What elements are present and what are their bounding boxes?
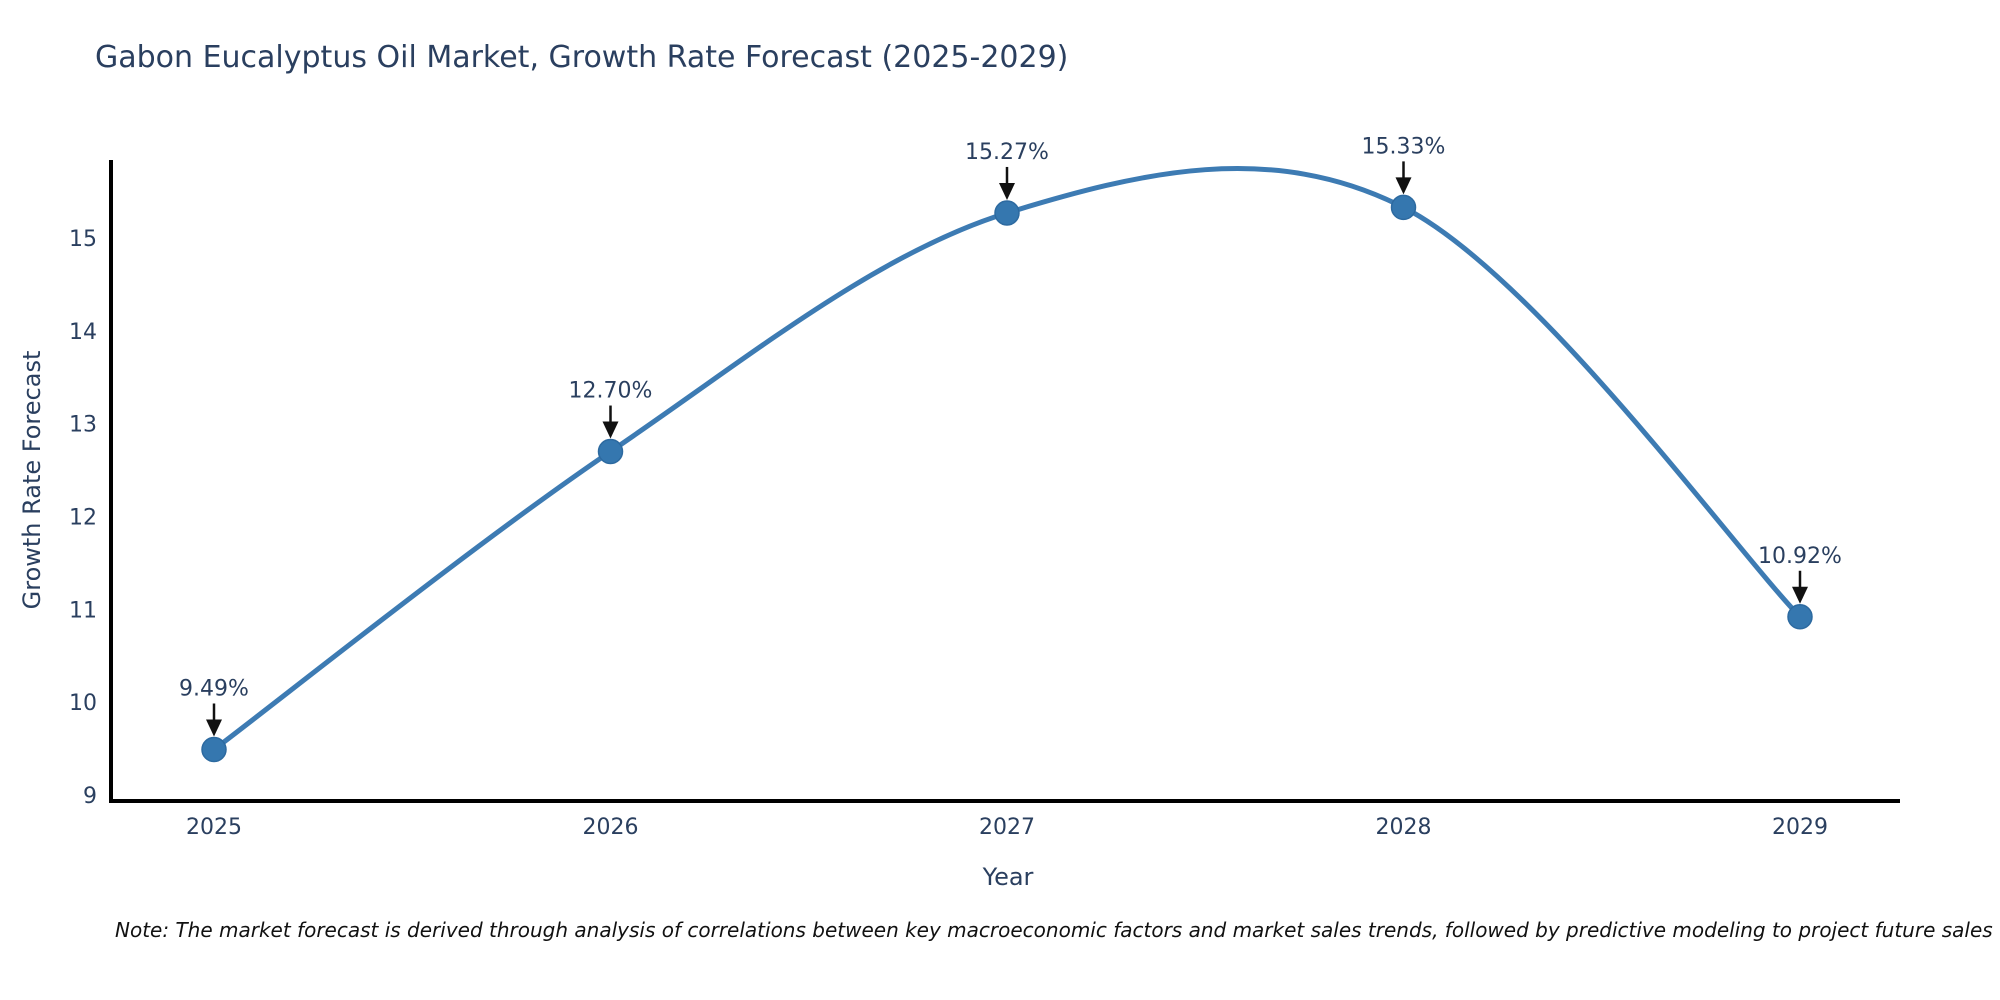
x-tick-label: 2027	[979, 815, 1035, 840]
annotation-arrow-head	[1792, 586, 1808, 604]
footnote: Note: The market forecast is derived thr…	[115, 918, 1993, 942]
x-tick-label: 2025	[186, 815, 242, 840]
data-point-marker	[1390, 194, 1417, 221]
chart-title: Gabon Eucalyptus Oil Market, Growth Rate…	[95, 40, 1069, 75]
forecast-line-series	[211, 166, 1803, 753]
x-tick-label: 2028	[1376, 815, 1432, 840]
data-point-marker	[597, 438, 624, 465]
data-point-label: 15.27%	[965, 140, 1049, 165]
y-tick-label: 9	[83, 784, 97, 809]
data-point-marker	[994, 200, 1020, 226]
annotation-arrow-head	[602, 421, 619, 439]
x-tick-label: 2029	[1772, 815, 1828, 840]
y-tick-label: 10	[69, 691, 97, 716]
y-tick-label: 12	[69, 506, 97, 531]
data-point-marker	[201, 736, 227, 763]
data-point-label: 9.49%	[179, 677, 249, 702]
data-point-marker	[1787, 604, 1813, 630]
annotation-arrow-head	[999, 182, 1015, 200]
y-tick-label: 14	[69, 320, 97, 345]
y-axis-title: Growth Rate Forecast	[18, 350, 46, 610]
y-tick-label: 15	[69, 227, 97, 252]
y-tick-label: 13	[69, 413, 97, 438]
annotation-arrow-head	[206, 719, 222, 737]
annotation-arrow-head	[1395, 177, 1412, 195]
x-tick-label: 2026	[583, 815, 639, 840]
data-point-label: 10.92%	[1758, 544, 1842, 569]
data-point-label: 12.70%	[569, 379, 653, 404]
x-axis-title: Year	[982, 863, 1034, 891]
data-point-label: 15.33%	[1362, 134, 1446, 159]
y-tick-label: 11	[69, 598, 97, 623]
